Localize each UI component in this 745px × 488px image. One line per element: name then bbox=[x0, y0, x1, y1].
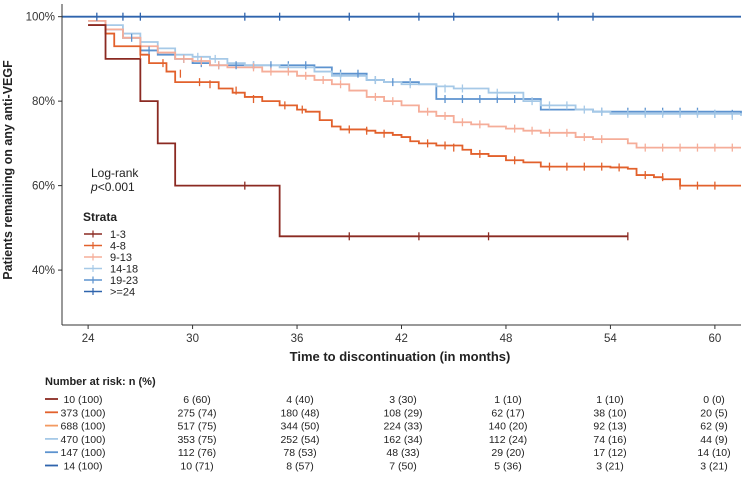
legend-label: 9-13 bbox=[110, 252, 132, 264]
risk-cell: 1 (10) bbox=[494, 394, 521, 406]
x-tick-label: 42 bbox=[395, 333, 408, 345]
x-tick-label: 30 bbox=[186, 333, 199, 345]
risk-cell: 373 (100) bbox=[61, 407, 106, 419]
risk-cell: 4 (40) bbox=[286, 394, 313, 406]
y-tick-label: 60% bbox=[32, 181, 55, 193]
x-axis-label: Time to discontinuation (in months) bbox=[290, 349, 511, 364]
survival-curves bbox=[62, 15, 742, 238]
p-value-number: <0.001 bbox=[98, 180, 135, 194]
risk-cell: 8 (57) bbox=[286, 461, 313, 473]
risk-cell: 7 (50) bbox=[389, 461, 416, 473]
risk-cell: 344 (50) bbox=[280, 421, 319, 433]
risk-cell: 29 (20) bbox=[491, 447, 524, 459]
y-axis-label: Patients remaining on any anti-VEGF bbox=[1, 60, 15, 280]
legend-label: 19-23 bbox=[110, 275, 138, 287]
x-tick-label: 48 bbox=[500, 333, 513, 345]
axes: 100% 80% 60% 40% 24 30 36 42 48 54 60 bbox=[26, 4, 741, 345]
risk-cell: 78 (53) bbox=[283, 447, 316, 459]
risk-cell: 112 (76) bbox=[178, 447, 216, 459]
x-tick-label: 60 bbox=[708, 333, 721, 345]
risk-cell: 74 (16) bbox=[593, 434, 626, 446]
risk-cell: 162 (34) bbox=[383, 434, 422, 446]
risk-cell: 224 (33) bbox=[383, 421, 422, 433]
risk-cell: 140 (20) bbox=[488, 421, 527, 433]
risk-cell: 6 (60) bbox=[183, 394, 210, 406]
legend-label: 1-3 bbox=[110, 229, 126, 241]
risk-table: Number at risk: n (%) 10 (100) 6 (60) 4 (4… bbox=[45, 376, 731, 473]
risk-cell: 10 (71) bbox=[180, 461, 213, 473]
logrank-label: Log-rank bbox=[91, 166, 139, 180]
risk-cell: 0 (0) bbox=[703, 394, 725, 406]
curve-1-3 bbox=[88, 24, 628, 238]
y-tick-label: 40% bbox=[32, 265, 55, 277]
risk-cell: 20 (5) bbox=[700, 407, 727, 419]
risk-cell: 112 (24) bbox=[489, 434, 527, 446]
risk-cell: 275 (74) bbox=[177, 407, 216, 419]
risk-cell: 3 (30) bbox=[389, 394, 416, 406]
risk-cell: 62 (9) bbox=[700, 421, 727, 433]
risk-cell: 3 (21) bbox=[596, 461, 623, 473]
x-tick-label: 54 bbox=[604, 333, 617, 345]
legend-label: >=24 bbox=[110, 287, 135, 299]
curve-14-18 bbox=[88, 19, 742, 116]
censor-marks bbox=[96, 12, 733, 241]
p-value: p<0.001 bbox=[90, 180, 135, 194]
risk-cell: 517 (75) bbox=[177, 421, 216, 433]
y-tick-label: 80% bbox=[32, 96, 55, 108]
risk-cell: 252 (54) bbox=[280, 434, 319, 446]
risk-cell: 353 (75) bbox=[177, 434, 216, 446]
p-value-symbol: p bbox=[90, 180, 98, 194]
risk-cell: 5 (36) bbox=[494, 461, 521, 473]
x-tick-label: 36 bbox=[291, 333, 304, 345]
risk-cell: 688 (100) bbox=[61, 421, 106, 433]
risk-table-title: Number at risk: n (%) bbox=[45, 376, 156, 388]
risk-cell: 470 (100) bbox=[61, 434, 106, 446]
risk-cell: 108 (29) bbox=[383, 407, 422, 419]
risk-cell: 17 (12) bbox=[593, 447, 626, 459]
y-tick-label: 100% bbox=[26, 12, 55, 24]
risk-cell: 62 (17) bbox=[491, 407, 524, 419]
x-tick-label: 24 bbox=[82, 333, 95, 345]
curve-19-23 bbox=[88, 24, 742, 114]
risk-cell: 92 (13) bbox=[593, 421, 626, 433]
risk-cell: 1 (10) bbox=[596, 394, 623, 406]
risk-cell: 44 (9) bbox=[700, 434, 727, 446]
risk-cell: 180 (48) bbox=[280, 407, 319, 419]
risk-cell: 14 (10) bbox=[697, 447, 730, 459]
risk-cell: 147 (100) bbox=[61, 447, 106, 459]
risk-cell: 3 (21) bbox=[700, 461, 727, 473]
risk-cell: 48 (33) bbox=[386, 447, 419, 459]
legend-label: 4-8 bbox=[110, 241, 126, 253]
legend-label: 14-18 bbox=[110, 264, 138, 276]
risk-cell: 38 (10) bbox=[593, 407, 626, 419]
risk-cell: 14 (100) bbox=[63, 461, 102, 473]
risk-cell: 10 (100) bbox=[63, 394, 102, 406]
curve-4-8 bbox=[88, 24, 741, 187]
legend-title: Strata bbox=[83, 210, 117, 224]
